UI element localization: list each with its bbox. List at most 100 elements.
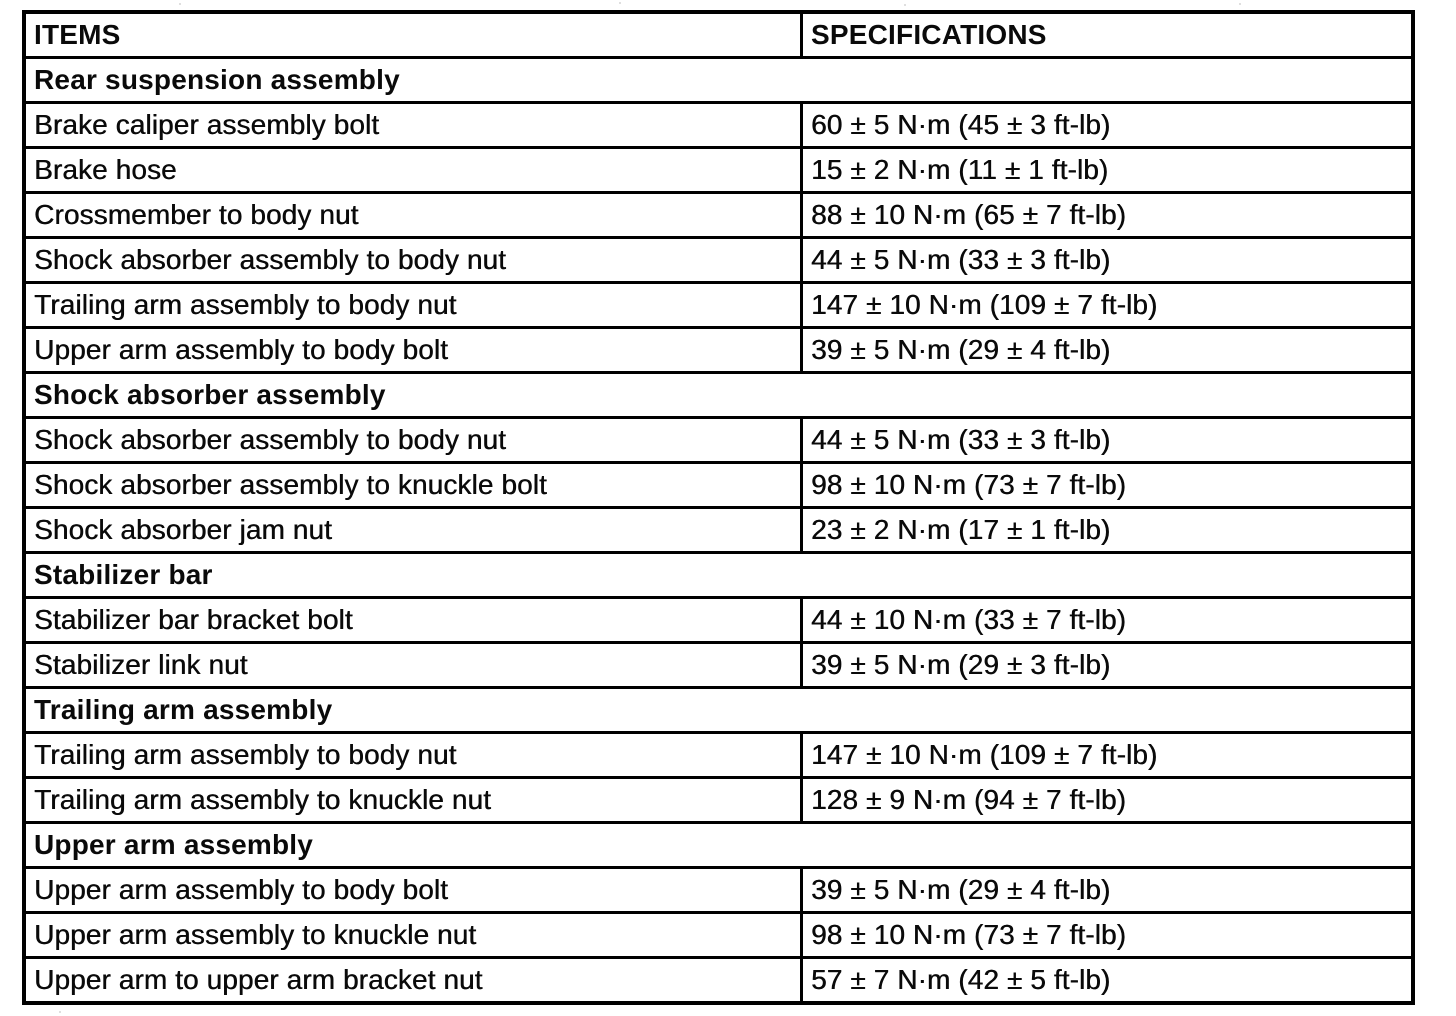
spec-value: 98 ± 10 N·m (73 ± 7 ft-lb) [811,469,1126,500]
items-header-cell: ITEMS [26,14,800,56]
spec-value: 88 ± 10 N·m (65 ± 7 ft-lb) [811,199,1126,230]
item-cell: Shock absorber assembly to knuckle bolt [26,464,800,506]
table-row: Stabilizer link nut 39 ± 5 N·m (29 ± 3 f… [26,641,1411,686]
table-header-row: ITEMS SPECIFICATIONS [26,14,1411,56]
item-label: Brake hose [34,154,177,185]
item-label: Shock absorber assembly to body nut [34,424,506,455]
torque-spec-table: ITEMS SPECIFICATIONS Rear suspension ass… [22,10,1415,1005]
section-title: Stabilizer bar [34,559,213,590]
item-label: Shock absorber assembly to body nut [34,244,506,275]
item-cell: Brake caliper assembly bolt [26,104,800,146]
item-label: Upper arm assembly to body bolt [34,334,448,365]
item-label: Upper arm assembly to knuckle nut [34,919,477,950]
spec-value: 39 ± 5 N·m (29 ± 3 ft-lb) [811,649,1111,680]
table-row: Upper arm assembly to knuckle nut 98 ± 1… [26,911,1411,956]
spec-cell: 147 ± 10 N·m (109 ± 7 ft-lb) [800,284,1411,326]
spec-cell: 23 ± 2 N·m (17 ± 1 ft-lb) [800,509,1411,551]
item-label: Upper arm assembly to body bolt [34,874,448,905]
item-label: Brake caliper assembly bolt [34,109,380,140]
item-label: Crossmember to body nut [34,199,359,230]
table-row: Shock absorber assembly to body nut 44 ±… [26,236,1411,281]
spec-value: 98 ± 10 N·m (73 ± 7 ft-lb) [811,919,1126,950]
spec-cell: 44 ± 5 N·m (33 ± 3 ft-lb) [800,239,1411,281]
table-row: Stabilizer bar bracket bolt 44 ± 10 N·m … [26,596,1411,641]
spec-value: 44 ± 10 N·m (33 ± 7 ft-lb) [811,604,1126,635]
spec-cell: 39 ± 5 N·m (29 ± 4 ft-lb) [800,329,1411,371]
item-cell: Upper arm assembly to body bolt [26,869,800,911]
table-row: Shock absorber assembly to body nut 44 ±… [26,416,1411,461]
spec-value: 57 ± 7 N·m (42 ± 5 ft-lb) [811,964,1111,995]
spec-cell: 98 ± 10 N·m (73 ± 7 ft-lb) [800,914,1411,956]
item-cell: Trailing arm assembly to body nut [26,734,800,776]
item-label: Shock absorber assembly to knuckle bolt [34,469,547,500]
table-row: Crossmember to body nut 88 ± 10 N·m (65 … [26,191,1411,236]
table-row: Upper arm assembly to body bolt 39 ± 5 N… [26,326,1411,371]
item-cell: Stabilizer bar bracket bolt [26,599,800,641]
spec-cell: 39 ± 5 N·m (29 ± 3 ft-lb) [800,644,1411,686]
items-header-label: ITEMS [34,19,121,50]
item-cell: Upper arm assembly to knuckle nut [26,914,800,956]
section-title: Shock absorber assembly [34,379,386,410]
item-label: Trailing arm assembly to body nut [34,289,457,320]
spec-value: 44 ± 5 N·m (33 ± 3 ft-lb) [811,424,1111,455]
spec-cell: 15 ± 2 N·m (11 ± 1 ft-lb) [800,149,1411,191]
spec-cell: 39 ± 5 N·m (29 ± 4 ft-lb) [800,869,1411,911]
item-cell: Shock absorber assembly to body nut [26,419,800,461]
item-cell: Shock absorber jam nut [26,509,800,551]
section-row: Rear suspension assembly [26,56,1411,101]
spec-value: 39 ± 5 N·m (29 ± 4 ft-lb) [811,334,1111,365]
spec-cell: 44 ± 5 N·m (33 ± 3 ft-lb) [800,419,1411,461]
item-cell: Shock absorber assembly to body nut [26,239,800,281]
section-title-cell: Trailing arm assembly [26,689,1411,731]
spec-value: 128 ± 9 N·m (94 ± 7 ft-lb) [811,784,1126,815]
section-row: Trailing arm assembly [26,686,1411,731]
item-cell: Upper arm assembly to body bolt [26,329,800,371]
spec-value: 60 ± 5 N·m (45 ± 3 ft-lb) [811,109,1111,140]
table-row: Brake caliper assembly bolt 60 ± 5 N·m (… [26,101,1411,146]
section-row: Shock absorber assembly [26,371,1411,416]
item-cell: Crossmember to body nut [26,194,800,236]
table-row: Shock absorber jam nut 23 ± 2 N·m (17 ± … [26,506,1411,551]
table-row: Trailing arm assembly to body nut 147 ± … [26,281,1411,326]
table-row: Upper arm to upper arm bracket nut 57 ± … [26,956,1411,1001]
section-title: Trailing arm assembly [34,694,333,725]
spec-value: 39 ± 5 N·m (29 ± 4 ft-lb) [811,874,1111,905]
spec-value: 15 ± 2 N·m (11 ± 1 ft-lb) [811,154,1109,185]
spec-cell: 147 ± 10 N·m (109 ± 7 ft-lb) [800,734,1411,776]
spec-cell: 88 ± 10 N·m (65 ± 7 ft-lb) [800,194,1411,236]
specifications-header-label: SPECIFICATIONS [811,19,1047,50]
spec-value: 147 ± 10 N·m (109 ± 7 ft-lb) [811,289,1158,320]
spec-value: 44 ± 5 N·m (33 ± 3 ft-lb) [811,244,1111,275]
item-cell: Trailing arm assembly to body nut [26,284,800,326]
item-cell: Trailing arm assembly to knuckle nut [26,779,800,821]
section-title: Rear suspension assembly [34,64,400,95]
item-cell: Brake hose [26,149,800,191]
spec-cell: 44 ± 10 N·m (33 ± 7 ft-lb) [800,599,1411,641]
section-title-cell: Stabilizer bar [26,554,1411,596]
section-row: Stabilizer bar [26,551,1411,596]
spec-value: 23 ± 2 N·m (17 ± 1 ft-lb) [811,514,1111,545]
table-row: Trailing arm assembly to knuckle nut 128… [26,776,1411,821]
section-title: Upper arm assembly [34,829,314,860]
item-cell: Stabilizer link nut [26,644,800,686]
table-row: Trailing arm assembly to body nut 147 ± … [26,731,1411,776]
section-title-cell: Upper arm assembly [26,824,1411,866]
item-cell: Upper arm to upper arm bracket nut [26,959,800,1001]
spec-value: 147 ± 10 N·m (109 ± 7 ft-lb) [811,739,1158,770]
section-row: Upper arm assembly [26,821,1411,866]
table-row: Upper arm assembly to body bolt 39 ± 5 N… [26,866,1411,911]
section-title-cell: Rear suspension assembly [26,59,1411,101]
table-row: Brake hose 15 ± 2 N·m (11 ± 1 ft-lb) [26,146,1411,191]
spec-cell: 128 ± 9 N·m (94 ± 7 ft-lb) [800,779,1411,821]
item-label: Trailing arm assembly to knuckle nut [34,784,491,815]
section-title-cell: Shock absorber assembly [26,374,1411,416]
item-label: Trailing arm assembly to body nut [34,739,457,770]
item-label: Upper arm to upper arm bracket nut [34,964,483,995]
specifications-header-cell: SPECIFICATIONS [800,14,1411,56]
item-label: Stabilizer bar bracket bolt [34,604,353,635]
spec-cell: 57 ± 7 N·m (42 ± 5 ft-lb) [800,959,1411,1001]
item-label: Stabilizer link nut [34,649,248,680]
table-row: Shock absorber assembly to knuckle bolt … [26,461,1411,506]
spec-cell: 60 ± 5 N·m (45 ± 3 ft-lb) [800,104,1411,146]
